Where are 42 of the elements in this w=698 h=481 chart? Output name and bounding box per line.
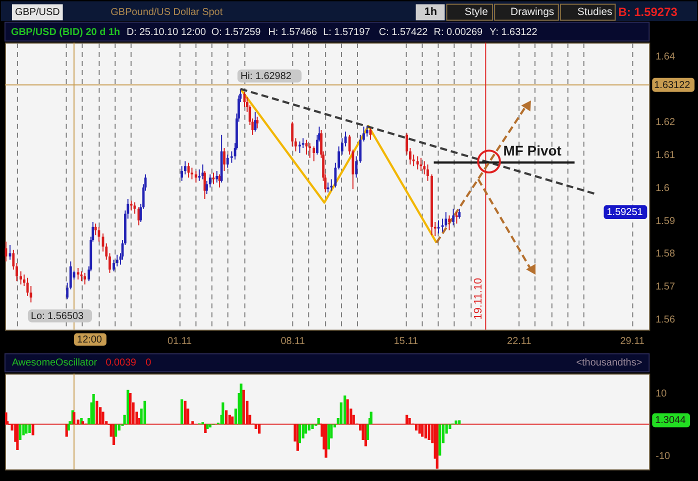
text: 0 — [146, 358, 152, 369]
chart-title: AwesomeOscillator — [12, 358, 98, 369]
y-tick-label: 1.56 — [656, 314, 676, 326]
text: GBPound/US Dollar Spot — [110, 7, 223, 18]
annotation: Lo: 1.56503 — [30, 310, 84, 322]
ref-line-label: 1.63122 — [654, 80, 691, 91]
y-tick-label: 1.57 — [656, 282, 676, 293]
x-tick-label: 29.11 — [620, 336, 645, 348]
y-tick-label: 1.64 — [656, 52, 676, 63]
y-tick-label: 1.62 — [656, 117, 676, 128]
ref-line-label: 19.11.10 — [472, 278, 485, 320]
x-tick-label: 15.11 — [394, 336, 419, 348]
text: GBP/USD — [14, 7, 60, 18]
ref-line-label: 12:00 — [77, 334, 102, 346]
annotation: Hi: 1.62982 — [240, 71, 292, 82]
text: Studies — [577, 7, 612, 18]
text: Drawings — [510, 7, 554, 18]
text: H: 1.57466 — [268, 27, 318, 38]
text: 1.3044 — [655, 415, 686, 426]
text: Style — [464, 7, 488, 18]
text: R: 0.00269 — [434, 27, 483, 38]
y-tick-label: 1.59 — [656, 216, 676, 227]
chart-title: GBP/USD (BID) 20 d 1h — [10, 27, 120, 38]
y-tick-label: 1.61 — [656, 150, 676, 162]
text: B: 1.59273 — [618, 5, 678, 20]
annotation: 1.59251 — [606, 207, 644, 218]
text: Y: 1.63122 — [490, 27, 538, 38]
x-tick-label: 22.11 — [507, 336, 532, 348]
x-tick-label: 01.11 — [168, 336, 192, 348]
text: L: 1.57197 — [323, 27, 371, 38]
text: C: 1.57422 — [378, 27, 428, 38]
y-tick-label: 1.58 — [656, 248, 676, 260]
series-label: MF Pivot — [503, 142, 562, 159]
text: O: 1.57259 — [211, 27, 262, 38]
y-tick-label: 1.6 — [656, 182, 670, 194]
text: 1h — [424, 6, 438, 18]
x-tick-label: 08.11 — [280, 336, 306, 348]
y-tick-label: -10 — [656, 451, 670, 462]
text: <thousandths> — [576, 358, 642, 369]
text: D: 25.10.10 12:00 — [126, 27, 206, 38]
text: 0.0039 — [106, 358, 137, 369]
y-tick-label: 10 — [656, 388, 668, 400]
